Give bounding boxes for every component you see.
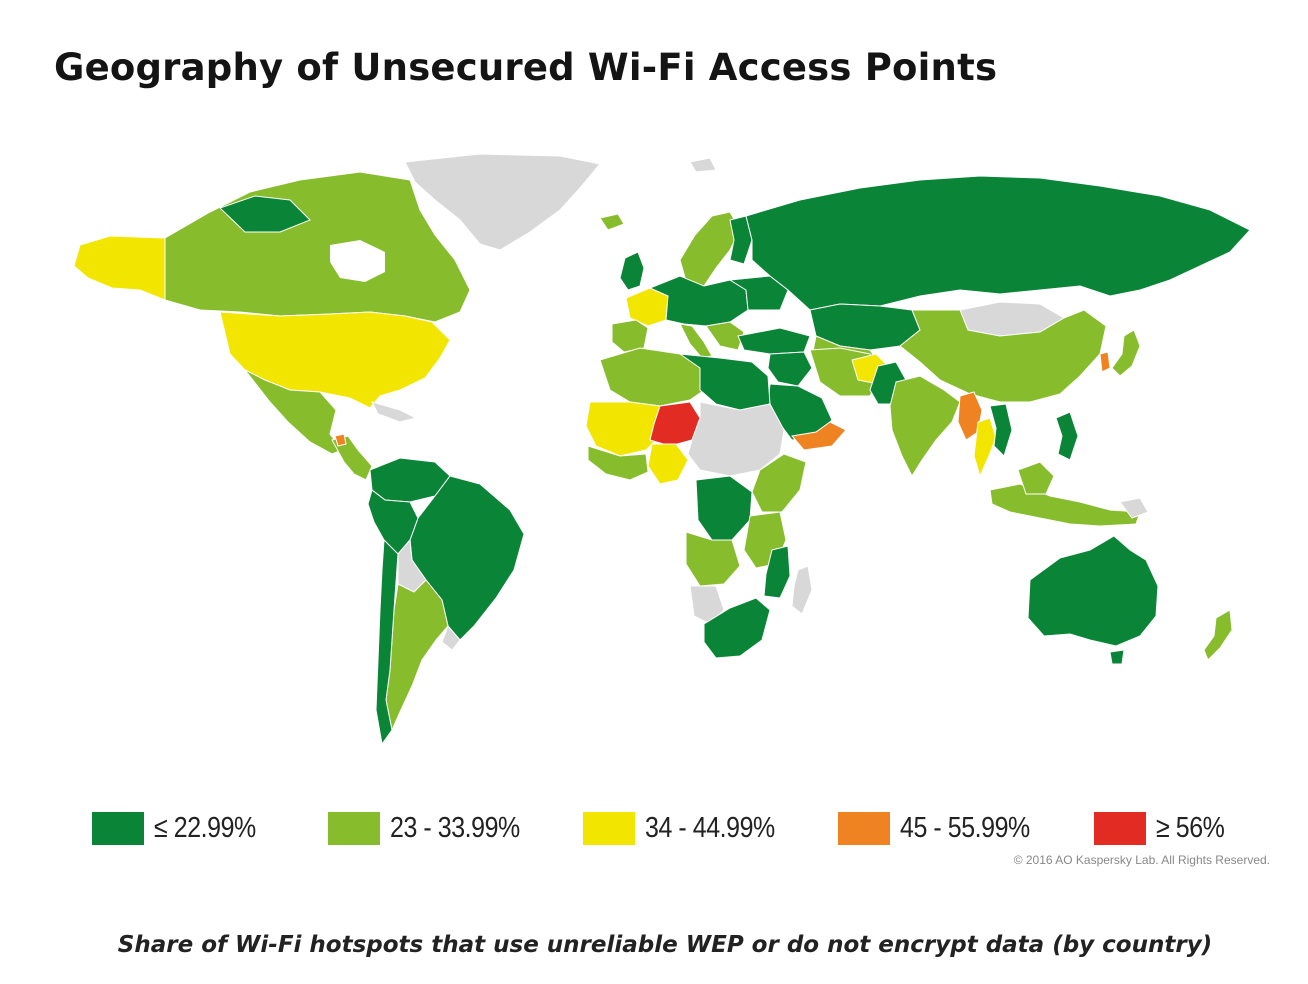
region-iceland[interactable] <box>599 213 625 231</box>
legend-item-band4: 45 - 55.99% <box>838 808 1051 848</box>
legend-swatch <box>328 811 380 845</box>
region-central-europe[interactable] <box>648 275 749 327</box>
region-uk[interactable] <box>619 251 645 291</box>
region-uruguay[interactable] <box>441 625 461 651</box>
region-angola[interactable] <box>685 531 741 587</box>
region-korea[interactable] <box>1099 351 1111 373</box>
region-indonesia[interactable] <box>989 483 1141 527</box>
legend-label: 34 - 44.99% <box>645 811 775 844</box>
region-west-coast[interactable] <box>587 445 649 481</box>
legend-item-band2: 23 - 33.99% <box>328 808 541 848</box>
region-south-africa[interactable] <box>703 597 771 659</box>
map-caption: Share of Wi-Fi hotspots that use unrelia… <box>117 932 1213 958</box>
region-philippines[interactable] <box>1055 411 1079 461</box>
legend-label: 45 - 55.99% <box>900 811 1030 844</box>
legend-item-band1: ≤ 22.99% <box>92 808 272 848</box>
region-canada-arctic[interactable] <box>219 195 311 233</box>
legend-item-band5: ≥ 56% <box>1094 808 1236 848</box>
legend-item-band3: 34 - 44.99% <box>583 808 796 848</box>
page-title: Geography of Unsecured Wi-Fi Access Poin… <box>54 46 998 89</box>
region-vietnam[interactable] <box>989 403 1013 457</box>
region-canada[interactable] <box>164 171 471 323</box>
hudson-bay <box>330 240 385 282</box>
region-tasmania[interactable] <box>1109 649 1125 665</box>
legend-swatch <box>1094 811 1146 845</box>
world-map-svg <box>73 153 1251 746</box>
region-caribbean[interactable] <box>371 401 418 423</box>
region-italy[interactable] <box>679 323 713 359</box>
region-niger[interactable] <box>649 401 701 447</box>
legend-label: ≤ 22.99% <box>154 811 256 844</box>
region-central-america[interactable] <box>331 435 373 481</box>
region-borneo[interactable] <box>1017 461 1055 495</box>
region-usa[interactable] <box>219 311 451 409</box>
region-sahel-west[interactable] <box>585 401 665 457</box>
region-australia[interactable] <box>1027 535 1159 647</box>
region-papua[interactable] <box>1119 497 1149 519</box>
region-turkey[interactable] <box>737 327 811 355</box>
region-russia[interactable] <box>745 175 1251 311</box>
legend-swatch <box>92 811 144 845</box>
region-congo[interactable] <box>695 475 753 541</box>
region-greenland[interactable] <box>404 153 601 251</box>
region-ethiopia-kenya[interactable] <box>751 453 807 513</box>
region-india[interactable] <box>889 375 961 478</box>
region-yemen-oman[interactable] <box>791 421 847 451</box>
region-svalbard[interactable] <box>689 157 717 173</box>
region-chad-sudan[interactable] <box>687 401 785 477</box>
copyright-notice: © 2016 AO Kaspersky Lab. All Rights Rese… <box>1013 853 1270 867</box>
region-thailand[interactable] <box>973 417 997 478</box>
region-china[interactable] <box>899 309 1107 403</box>
region-north-africa[interactable] <box>599 347 711 407</box>
world-map <box>40 140 1280 760</box>
region-chile[interactable] <box>375 538 399 746</box>
region-madagascar[interactable] <box>791 565 813 615</box>
region-guatemala[interactable] <box>334 433 347 447</box>
region-mozambique[interactable] <box>763 545 791 599</box>
region-new-zealand[interactable] <box>1203 609 1233 661</box>
region-iberia[interactable] <box>611 319 649 353</box>
region-alaska[interactable] <box>73 235 166 301</box>
region-japan[interactable] <box>1111 329 1141 377</box>
legend-label: ≥ 56% <box>1156 811 1225 844</box>
legend-label: 23 - 33.99% <box>390 811 520 844</box>
legend-swatch <box>583 811 635 845</box>
region-iraq-syria[interactable] <box>767 351 813 387</box>
legend: ≤ 22.99% 23 - 33.99% 34 - 44.99% 45 - 55… <box>92 808 1252 848</box>
region-nigeria[interactable] <box>647 443 689 485</box>
legend-swatch <box>838 811 890 845</box>
region-argentina[interactable] <box>385 579 449 732</box>
